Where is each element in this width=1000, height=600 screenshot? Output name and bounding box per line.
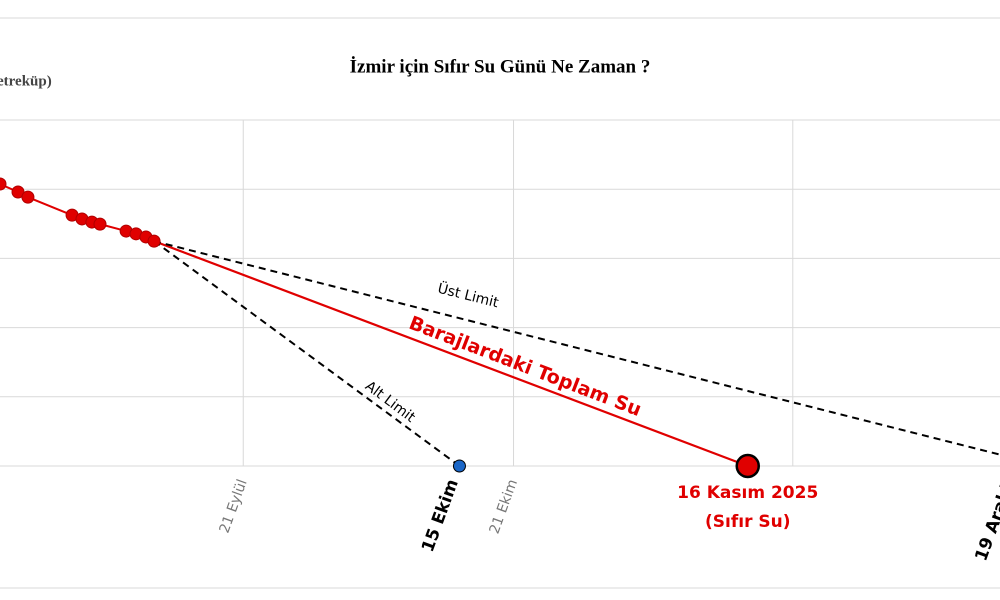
plot-area [0,177,1000,479]
end-marker [735,453,760,479]
annotation: 15 Ekim [418,477,463,555]
series-label: Barajlardaki Toplam Su [406,312,644,421]
series-line [153,240,461,467]
series-label: Alt Limit [362,378,418,426]
grid [0,119,1000,467]
series-label: Üst Limit [436,279,501,312]
series-line [153,240,749,468]
x-tick-label: 21 Eylül [217,477,251,535]
end-marker [452,459,466,473]
annotation: 19 Aralık [971,476,1000,564]
data-point [93,217,107,231]
series-line [153,240,1000,456]
data-point [0,177,7,191]
x-tick-label: 21 Ekim [487,477,521,536]
data-point [147,234,161,248]
data-point [21,190,35,204]
chart-title: İzmir için Sıfır Su Günü Ne Zaman ? [350,56,651,77]
annotation: (Sıfır Su) [705,512,790,532]
y-axis-label: etreküp) [0,73,52,89]
annotation: 16 Kasım 2025 [677,483,818,503]
